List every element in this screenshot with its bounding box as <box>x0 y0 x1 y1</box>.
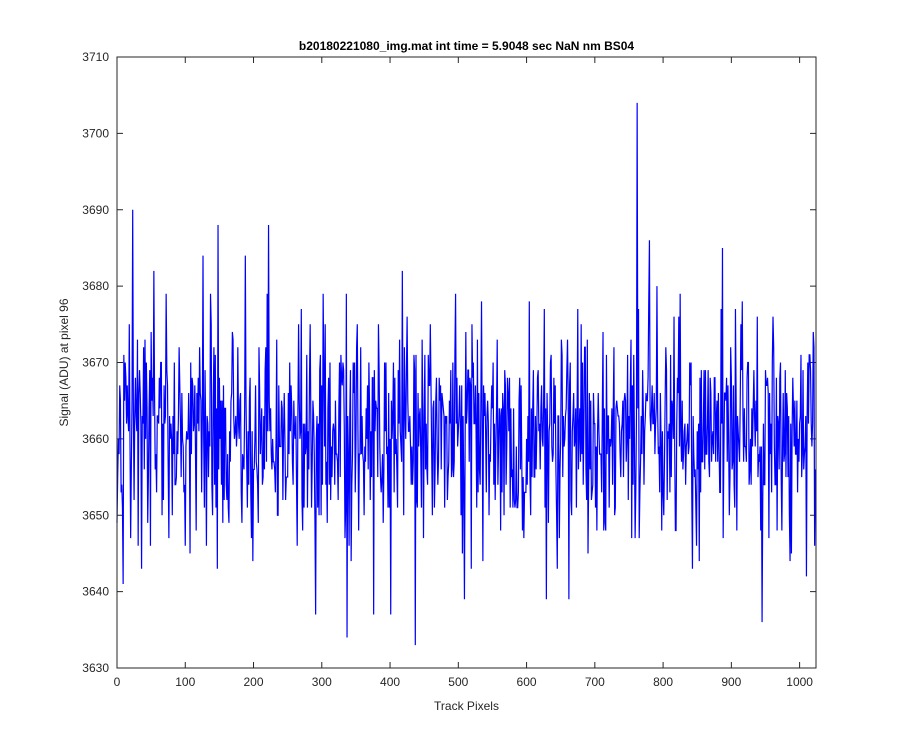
x-tick-label: 1000 <box>786 675 813 689</box>
y-tick-label: 3700 <box>82 126 109 140</box>
chart-title: b20180221080_img.mat int time = 5.9048 s… <box>299 39 635 53</box>
series-line <box>116 102 816 646</box>
x-tick-label: 0 <box>114 675 121 689</box>
x-tick-label: 800 <box>653 675 673 689</box>
x-axis-label: Track Pixels <box>434 699 499 713</box>
y-tick-label: 3670 <box>82 356 109 370</box>
x-tick-label: 500 <box>448 675 468 689</box>
x-tick-label: 100 <box>175 675 195 689</box>
x-tick-label: 900 <box>721 675 741 689</box>
y-tick-label: 3680 <box>82 279 109 293</box>
x-tick-label: 300 <box>312 675 332 689</box>
x-axis-ticks: 0 100 200 300 400 500 600 700 800 900 1000 <box>114 57 813 689</box>
x-tick-label: 400 <box>380 675 400 689</box>
y-tick-label: 3710 <box>82 50 109 64</box>
y-tick-label: 3650 <box>82 508 109 522</box>
y-tick-label: 3640 <box>82 585 109 599</box>
plot-box <box>116 56 817 669</box>
y-axis-label: Signal (ADU) at pixel 96 <box>57 298 71 426</box>
y-axis-ticks: 3630 3640 3650 3660 3670 3680 3690 3700 3710 <box>82 50 816 675</box>
series-group <box>116 102 816 646</box>
y-tick-label: 3630 <box>82 661 109 675</box>
x-tick-label: 200 <box>244 675 264 689</box>
x-tick-label: 700 <box>585 675 605 689</box>
y-tick-label: 3660 <box>82 432 109 446</box>
y-tick-label: 3690 <box>82 203 109 217</box>
x-tick-label: 600 <box>517 675 537 689</box>
